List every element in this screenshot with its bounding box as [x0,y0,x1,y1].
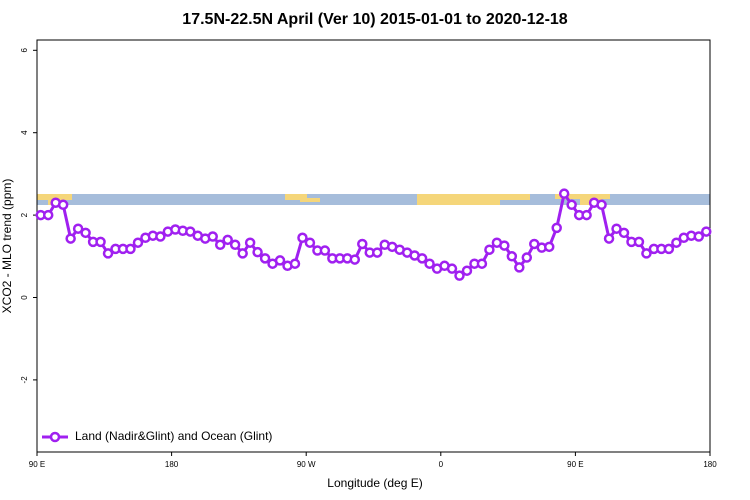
land-ocean-strip [37,194,710,205]
data-point [297,232,308,244]
data-point [671,237,682,248]
data-point [319,245,331,256]
data-point [80,227,91,239]
data-point [454,270,465,281]
data-point [259,253,271,264]
data-point [618,227,630,239]
data-point [514,262,525,273]
data-point [701,226,712,237]
data-point [476,258,488,269]
data-point [461,265,473,276]
data-point [57,199,69,211]
data-point [446,263,458,274]
x-tick-label: 90 W [297,460,316,469]
data-point [566,199,577,211]
y-tick-label: 4 [20,130,29,135]
data-point [125,243,136,255]
legend-marker [49,431,61,443]
data-point [214,239,226,251]
data-point [304,237,316,248]
data-point [42,209,54,221]
data-point [132,237,144,248]
data-point [222,234,233,246]
data-point [72,223,84,234]
data-point [289,258,301,269]
y-tick-label: 0 [20,295,29,300]
data-point [543,241,555,253]
data-point [611,223,622,234]
x-tick-label: 180 [165,460,179,469]
data-point [641,248,652,259]
y-tick-label: -2 [20,376,29,384]
data-point [596,199,607,211]
x-tick-label: 0 [439,460,444,469]
data-point [229,239,241,251]
legend-label: Land (Nadir&Glint) and Ocean (Glint) [75,429,272,443]
data-point [416,253,428,264]
data-point [371,247,383,258]
data-point [102,248,114,259]
x-axis-label: Longitude (deg E) [327,476,422,490]
data-point [663,243,675,255]
x-tick-label: 180 [703,460,717,469]
y-tick-label: 6 [20,48,29,53]
data-point [506,251,518,262]
data-point [424,258,435,269]
x-tick-label: 90 E [29,460,45,469]
data-point [244,237,256,248]
data-point [185,226,196,237]
data-point [237,248,248,259]
data-point [155,231,166,242]
x-tick-label: 90 E [567,460,583,469]
data-point [252,246,263,258]
chart-title: 17.5N-22.5N April (Ver 10) 2015-01-01 to… [182,11,568,28]
data-point [558,188,570,199]
data-point [357,238,368,250]
data-point [95,236,106,248]
legend: Land (Nadir&Glint) and Ocean (Glint) [42,429,272,443]
data-point [349,254,361,265]
y-tick-label: 2 [20,212,29,217]
data-point [65,233,76,244]
data-point [581,209,592,221]
y-axis-label: XCO2 - MLO trend (ppm) [0,179,14,314]
data-point [633,236,645,248]
data-point [207,231,218,242]
data-point [499,240,510,251]
data-point [551,222,562,234]
data-point [603,233,615,244]
data-point [521,252,533,263]
data-point [693,231,705,242]
plot-frame [36,39,711,453]
data-point [274,255,286,266]
data-point [484,244,495,255]
